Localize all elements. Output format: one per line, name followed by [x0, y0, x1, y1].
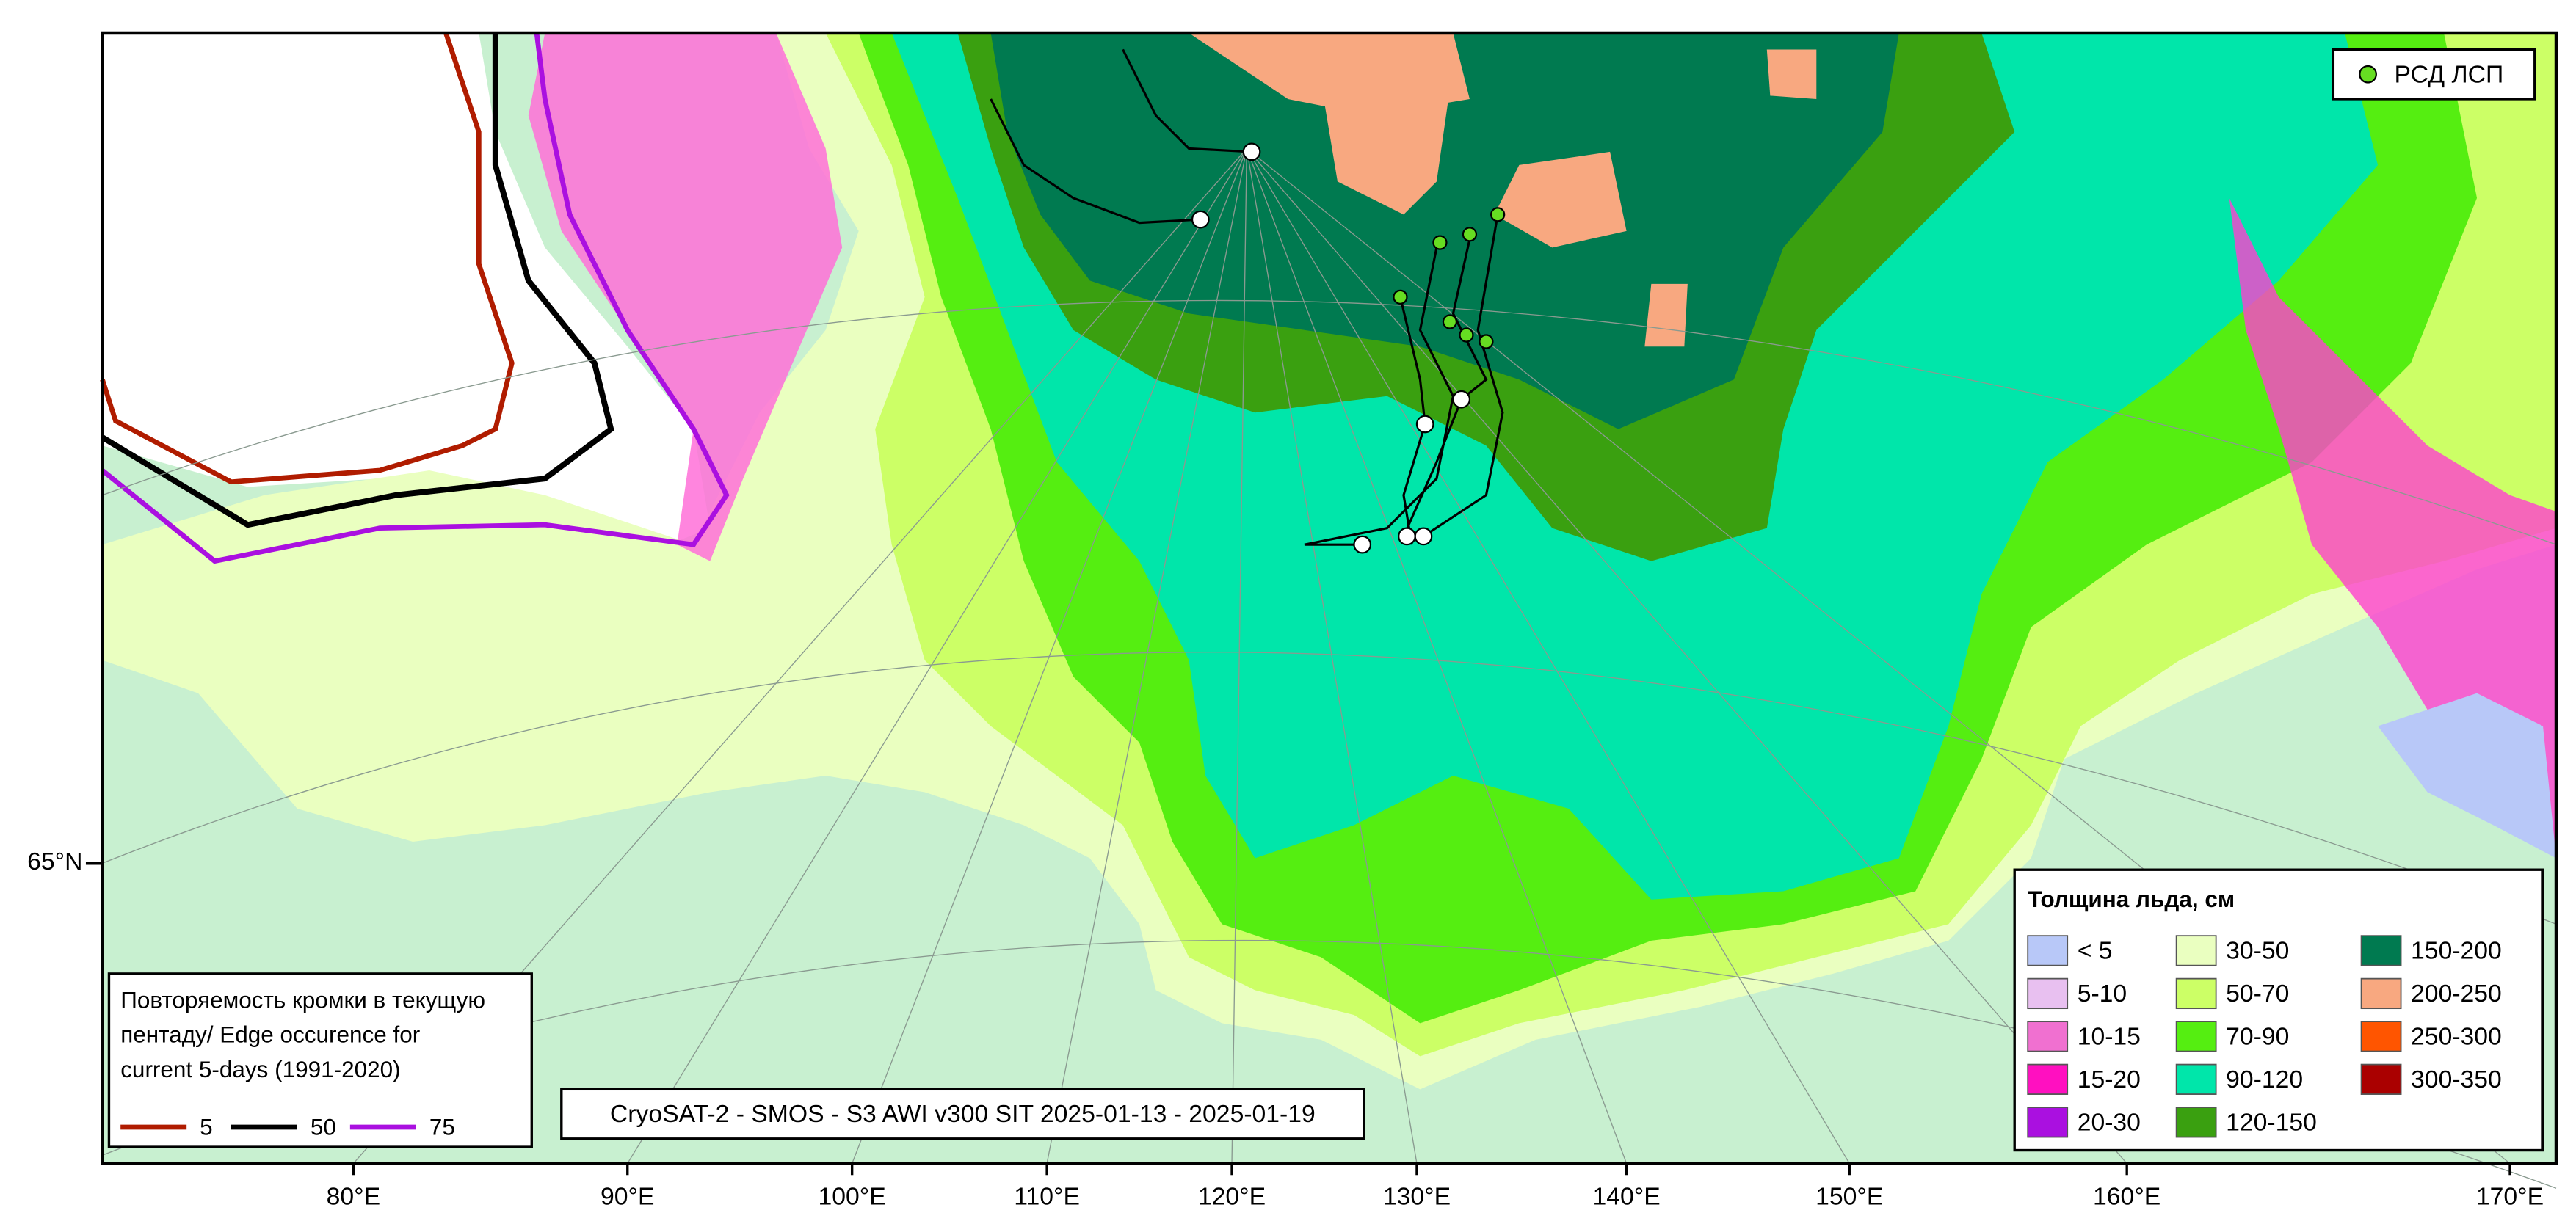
legend-title: Повторяемость кромки в текущую: [120, 987, 485, 1013]
legend-label: 50-70: [2226, 980, 2289, 1008]
lon-label: 130°E: [1383, 1183, 1451, 1211]
legend-box: [107, 972, 533, 1148]
legend-swatch: [2175, 1107, 2217, 1138]
legend-box: [2013, 868, 2544, 1152]
legend-label: 50: [311, 1115, 336, 1140]
axis-labels: 65°N 80°E 90°E 100°E 110°E 120°E 130°E 140°E 15…: [27, 848, 2544, 1211]
legend-swatch: [2175, 1021, 2217, 1052]
legend-label: 10-15: [2078, 1023, 2141, 1051]
legend-label: 5-10: [2078, 980, 2127, 1008]
open-water: [102, 32, 711, 561]
lon-label: 140°E: [1592, 1183, 1660, 1211]
legend-swatch: [2027, 1021, 2069, 1052]
lon-label: 100°E: [819, 1183, 886, 1211]
legend-marker: [2359, 65, 2377, 84]
edge-5: [100, 32, 515, 485]
legend-label: 5: [200, 1115, 213, 1140]
lon-label: 160°E: [2093, 1183, 2160, 1211]
legend-label: 90-120: [2226, 1066, 2303, 1093]
lon-label: 110°E: [1014, 1183, 1080, 1211]
legend-swatch: [2175, 977, 2217, 1010]
legend-swatch: [2027, 1063, 2069, 1095]
ice-10-20: [528, 32, 843, 561]
edge-75: [101, 32, 730, 564]
legend-swatch: [2175, 935, 2217, 966]
ice-10-20: [2229, 197, 2557, 859]
legend-title: пентаду/ Edge occurence for: [120, 1022, 420, 1048]
legend-label: 250-300: [2411, 1023, 2502, 1051]
legend-swatch: [2360, 1063, 2402, 1095]
legend-label: 70-90: [2226, 1023, 2289, 1051]
source-box: CryoSAT-2 - SMOS - S3 AWI v300 SIT 2025-…: [560, 1088, 1365, 1140]
legend-label: РСД ЛСП: [2395, 60, 2504, 88]
legend-swatch: [2027, 935, 2069, 966]
legend-swatch: [2027, 977, 2069, 1010]
lat-label: 65°N: [27, 848, 82, 875]
legend-label: 30-50: [2226, 937, 2289, 965]
ice-200-250: [1644, 283, 1688, 347]
thickness-legend: Толщина льда, см < 5 5-10 10-15 15-20 20-30 3…: [2013, 868, 2544, 1152]
legend-swatch: [2360, 935, 2402, 966]
legend-label: < 5: [2078, 937, 2113, 965]
legend-label: 20-30: [2078, 1108, 2141, 1136]
legend-label: 120-150: [2226, 1108, 2317, 1136]
edge-legend: Повторяемость кромки в текущую пентаду/ E…: [107, 972, 533, 1148]
legend-label: 15-20: [2078, 1066, 2141, 1093]
legend-label: 75: [429, 1115, 455, 1140]
buoys: [1191, 142, 1506, 554]
legend-swatch: [2360, 1021, 2402, 1052]
legend-swatch: [2360, 977, 2402, 1010]
lon-label: 120°E: [1198, 1183, 1266, 1211]
map-frame: [101, 31, 2558, 1165]
legend-label: 200-250: [2411, 980, 2502, 1008]
map-area: [100, 31, 2558, 1189]
legend-swatch: [2027, 1107, 2069, 1138]
lon-label: 90°E: [601, 1183, 654, 1211]
legend-swatch: [2175, 1063, 2217, 1095]
legend-title: current 5-days (1991-2020): [120, 1057, 400, 1082]
legend-title: Толщина льда, см: [2028, 886, 2235, 912]
lon-label: 150°E: [1815, 1183, 1883, 1211]
lon-label: 80°E: [327, 1183, 380, 1211]
ice-200-250: [1494, 151, 1627, 248]
legend-label: 150-200: [2411, 937, 2502, 965]
ice-200-250: [1766, 49, 1817, 99]
ice-200-250: [1321, 65, 1454, 215]
source-text: CryoSAT-2 - SMOS - S3 AWI v300 SIT 2025-…: [610, 1100, 1316, 1128]
source-frame: [560, 1088, 1365, 1140]
ice-lt-5: [2378, 693, 2557, 859]
legend-label: 300-350: [2411, 1066, 2502, 1093]
points-legend: РСД ЛСП: [2332, 48, 2536, 101]
edge-50: [101, 32, 614, 528]
lon-label: 170°E: [2476, 1183, 2544, 1211]
